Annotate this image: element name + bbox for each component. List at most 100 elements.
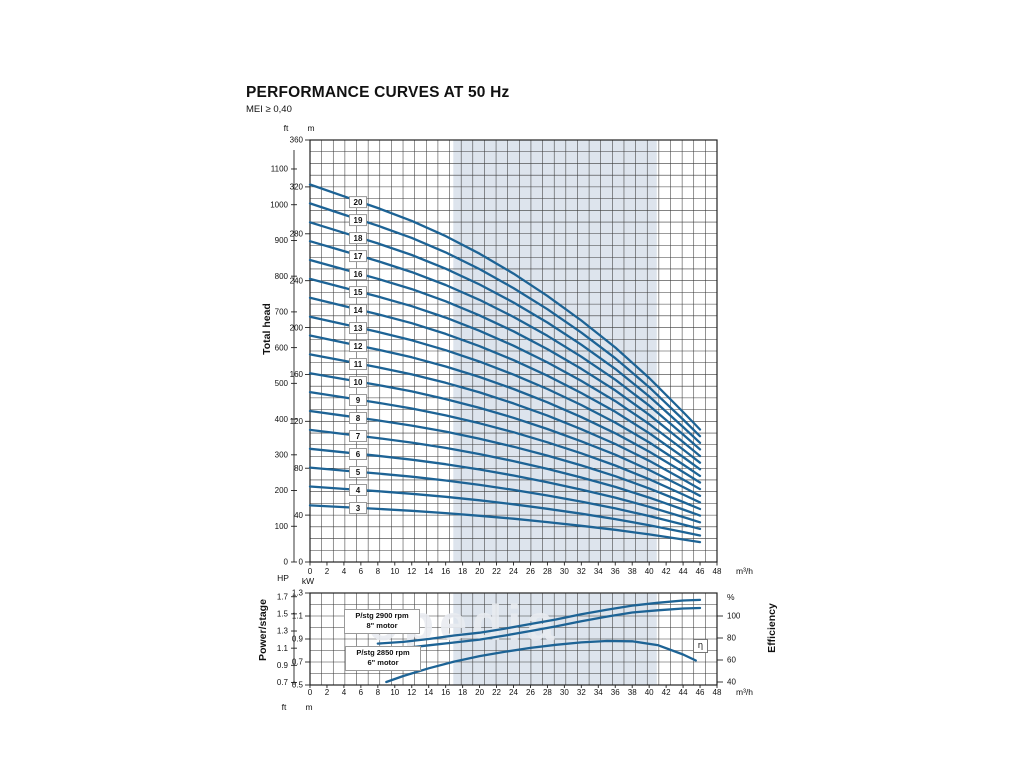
tick-label: m (305, 702, 312, 712)
tick-label: 9 (356, 396, 361, 405)
tick-label: 8 (356, 414, 361, 423)
tick-label: 0 (308, 688, 313, 697)
tick-label: 26 (526, 688, 535, 697)
stage-label-box (349, 466, 367, 478)
tick-label: 34 (594, 567, 603, 576)
tick-label: 3 (356, 504, 361, 513)
stage-label-box (349, 448, 367, 460)
tick-label: 16 (441, 688, 450, 697)
tick-label: 0 (284, 558, 289, 567)
tick-label: 14 (424, 567, 433, 576)
tick-label: 12 (354, 342, 363, 351)
stage-label-box (349, 250, 367, 263)
tick-label: 30 (560, 688, 569, 697)
tick-label: kW (302, 576, 314, 586)
stage-label-box (349, 196, 367, 209)
tick-label: 30 (560, 567, 569, 576)
tick-label: 1.1 (292, 612, 304, 621)
tick-label: 1.7 (277, 592, 289, 601)
tick-label: 17 (354, 252, 363, 261)
tick-label: 0 (308, 567, 313, 576)
tick-label: 16 (354, 270, 363, 279)
power-x-axis: 0 2 4 6 8 10 12 14 16 18 20 22 24 26 28 30 32 34 36 38 40 42 4… (308, 685, 753, 697)
tick-label: 4 (356, 486, 361, 495)
tick-label: 10 (390, 688, 399, 697)
tick-label: 200 (275, 486, 289, 495)
tick-label: 8 (376, 688, 381, 697)
tick-label: 2 (325, 688, 330, 697)
tick-label: 300 (275, 451, 289, 460)
power-curves (376, 598, 702, 652)
tick-label: 60 (727, 656, 736, 665)
tick-label: 44 (679, 567, 688, 576)
tick-label: m (307, 123, 314, 133)
tick-label: 40 (645, 688, 654, 697)
tick-label: 700 (275, 308, 289, 317)
tick-label: 44 (679, 688, 688, 697)
tick-label: 38 (628, 688, 637, 697)
tick-label: 32 (577, 567, 586, 576)
kw-scale: kW 1.3 1.1 0.9 0.7 0.5 (292, 576, 314, 690)
tick-label: 1.1 (277, 644, 289, 653)
tick-label: 0.7 (292, 658, 304, 667)
tick-label: 10 (390, 567, 399, 576)
head-x-axis: 0 2 4 6 8 10 12 14 16 18 20 22 24 26 28 30 32 34 36 38 40 42 4… (308, 562, 753, 576)
tick-label: 36 (611, 688, 620, 697)
tick-label: 900 (275, 236, 289, 245)
tick-label: ft (284, 123, 289, 133)
tick-label: ft (282, 702, 287, 712)
tick-label: 22 (492, 567, 501, 576)
percent-scale: % 100 80 60 40 (717, 592, 741, 687)
stage-label-box (349, 430, 367, 442)
tick-label: 1100 (271, 165, 289, 174)
tick-label: 12 (407, 567, 416, 576)
annotation-line: 6" motor (367, 658, 399, 667)
hp-scale: HP 1.7 1.5 1.3 1.1 0.9 0.7 (277, 573, 297, 687)
stage-label-boxes: 3 4 5 6 7 8 9 10 11 12 13 14 15 16 17 18 19 20 (349, 196, 367, 514)
tick-label: 15 (354, 288, 363, 297)
tick-label: 6 (359, 688, 364, 697)
tick-label: 2 (325, 567, 330, 576)
tick-label: 42 (662, 567, 671, 576)
tick-label: 800 (275, 272, 289, 281)
tick-label: 16 (441, 567, 450, 576)
tick-label: 12 (407, 688, 416, 697)
page-title: PERFORMANCE CURVES AT 50 Hz (246, 84, 510, 101)
annotation-line: P/stg 2900 rpm (355, 611, 409, 620)
stage-label-box (349, 358, 367, 371)
tick-label: 20 (354, 198, 363, 207)
tick-label: 100 (275, 522, 289, 531)
efficiency-curve (385, 639, 697, 684)
tick-label: 200 (290, 323, 304, 332)
tick-label: 24 (509, 567, 518, 576)
tick-label: 14 (354, 306, 363, 315)
stage-label-box (349, 502, 367, 514)
tick-label: 42 (662, 688, 671, 697)
tick-label: 0.5 (292, 681, 304, 690)
stage-label-box (349, 268, 367, 281)
tick-label: 0.9 (277, 661, 289, 670)
stage-label-box (349, 340, 367, 353)
tick-label: 14 (424, 688, 433, 697)
stage-label-box (349, 376, 367, 389)
tick-label: 0.7 (277, 678, 289, 687)
tick-label: 100 (727, 612, 741, 621)
tick-label: 1.3 (277, 627, 289, 636)
tick-label: 11 (354, 360, 363, 369)
tick-label: 1.3 (292, 589, 304, 598)
efficiency-eta-marker: η (693, 639, 708, 653)
tick-label: 40 (645, 567, 654, 576)
stage-label-box (349, 484, 367, 496)
tick-label: 360 (290, 136, 304, 145)
tick-label: 80 (727, 634, 736, 643)
tick-label: m³/h (736, 687, 753, 697)
tick-label: 320 (290, 183, 304, 192)
tick-label: 13 (354, 324, 363, 333)
tick-label: 20 (475, 688, 484, 697)
tick-label: 40 (727, 678, 736, 687)
tick-label: 0.9 (292, 635, 304, 644)
